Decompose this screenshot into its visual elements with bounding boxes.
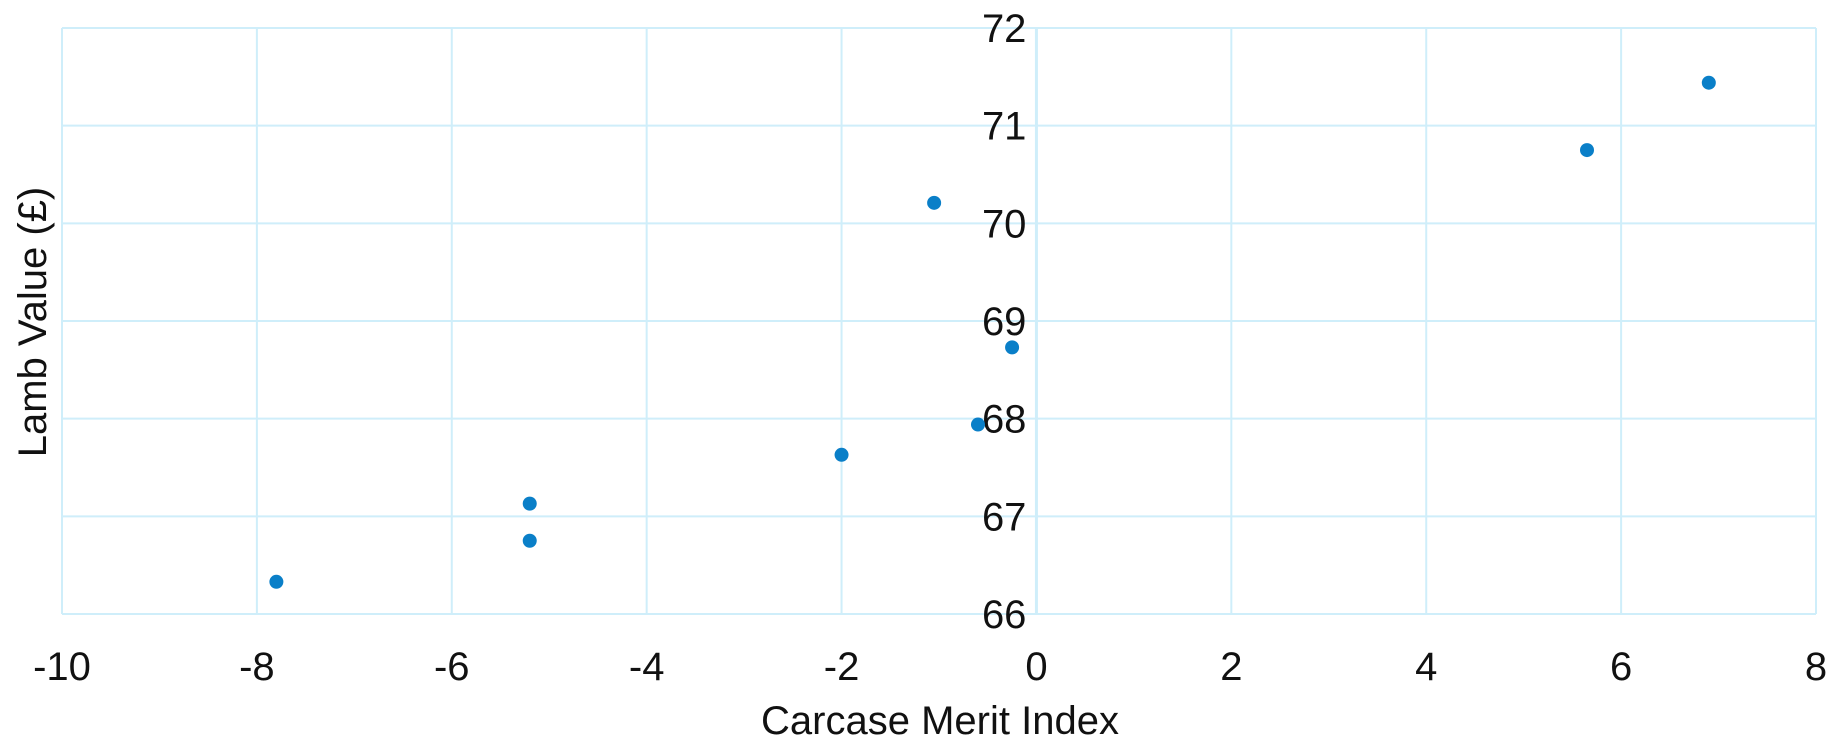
data-point (1701, 75, 1716, 90)
x-tick-label: -6 (434, 645, 470, 689)
grid-lines (61, 27, 1817, 615)
x-tick-label: -4 (629, 645, 665, 689)
x-axis-title: Carcase Merit Index (761, 699, 1119, 741)
x-tick-label: 0 (1025, 645, 1047, 689)
y-axis-title: Lamb Value (£) (11, 187, 55, 458)
y-tick-label: 67 (982, 495, 1027, 539)
data-point (522, 533, 537, 548)
data-point (927, 195, 942, 210)
data-point (1005, 340, 1020, 355)
y-tick-label: 66 (982, 593, 1027, 637)
data-point (970, 417, 985, 432)
y-tick-label: 70 (982, 202, 1027, 246)
x-tick-label: 6 (1610, 645, 1632, 689)
data-point (269, 574, 284, 589)
x-tick-label: -2 (824, 645, 860, 689)
data-points (269, 75, 1716, 589)
x-tick-label: 4 (1415, 645, 1437, 689)
y-axis-tick-labels: 66 67 68 69 70 71 72 (982, 7, 1027, 637)
x-tick-label: 2 (1220, 645, 1242, 689)
x-tick-label: -8 (239, 645, 275, 689)
y-tick-label: 69 (982, 300, 1027, 344)
x-tick-label: 8 (1805, 645, 1827, 689)
x-axis-tick-labels: -10 -8 -6 -4 -2 0 2 4 6 8 (33, 645, 1827, 689)
data-point (834, 447, 849, 462)
data-point (1580, 143, 1595, 158)
data-point (522, 496, 537, 511)
y-tick-label: 72 (982, 7, 1027, 51)
x-tick-label: -10 (33, 645, 91, 689)
y-tick-label: 71 (982, 105, 1027, 149)
y-tick-label: 68 (982, 398, 1027, 442)
